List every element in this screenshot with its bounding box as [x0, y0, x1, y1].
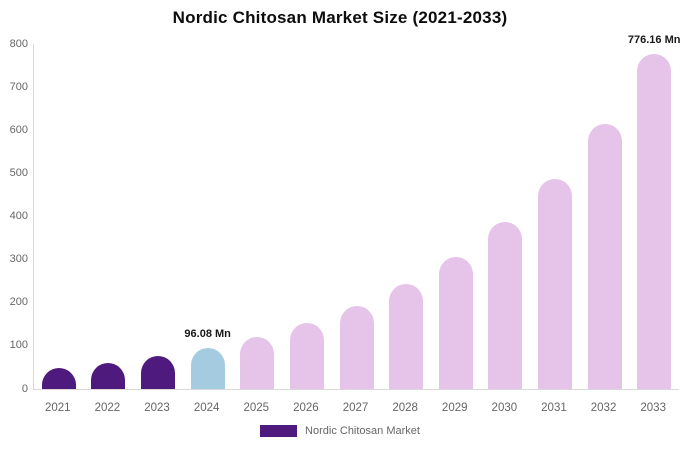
x-tick-label-2027: 2027 [342, 402, 369, 414]
x-tick-label-2022: 2022 [94, 402, 121, 414]
x-tick-label-2029: 2029 [441, 402, 468, 414]
x-tick-label-2031: 2031 [541, 402, 567, 414]
y-tick-label-100: 100 [9, 339, 28, 352]
bar-2027 [339, 305, 374, 389]
bar-2033 [637, 54, 672, 389]
bar-2021 [41, 368, 76, 389]
bar-2032 [587, 123, 622, 389]
y-tick-label-700: 700 [9, 80, 28, 93]
bar-2025 [240, 336, 275, 389]
y-tick-label-500: 500 [9, 166, 28, 179]
data-label-2033: 776.16 Mn [627, 34, 680, 47]
bar-2029 [438, 256, 473, 389]
legend-swatch [260, 425, 298, 437]
legend-label: Nordic Chitosan Market [305, 425, 420, 437]
x-tick-label-2025: 2025 [243, 402, 270, 414]
bar-2028 [389, 284, 424, 389]
x-tick-label-2021: 2021 [45, 402, 71, 414]
bar-2031 [537, 178, 572, 389]
x-tick-label-2028: 2028 [392, 402, 418, 414]
bar-2023 [141, 356, 176, 389]
y-tick-label-300: 300 [9, 253, 28, 266]
y-tick-label-600: 600 [9, 123, 28, 136]
x-tick-label-2032: 2032 [590, 402, 617, 414]
data-label-2024: 96.08 Mn [184, 327, 231, 340]
y-tick-label-0: 0 [21, 382, 28, 395]
bar-2030 [488, 222, 523, 389]
x-tick-label-2030: 2030 [491, 402, 518, 414]
y-tick-label-200: 200 [9, 296, 28, 309]
x-tick-label-2026: 2026 [293, 402, 319, 414]
x-tick-label-2024: 2024 [193, 402, 220, 414]
x-tick-label-2033: 2033 [640, 402, 666, 414]
bar-2026 [289, 323, 324, 389]
y-tick-label-800: 800 [9, 37, 28, 50]
chart-title: Nordic Chitosan Market Size (2021-2033) [172, 8, 508, 27]
x-tick-label-2023: 2023 [144, 402, 170, 414]
y-tick-label-400: 400 [9, 210, 28, 222]
legend: Nordic Chitosan Market [0, 425, 680, 437]
plot-area: 96.08 Mn 776.16 Mn [33, 34, 680, 390]
bar-2022 [91, 363, 126, 389]
bar-2024 [190, 347, 225, 389]
